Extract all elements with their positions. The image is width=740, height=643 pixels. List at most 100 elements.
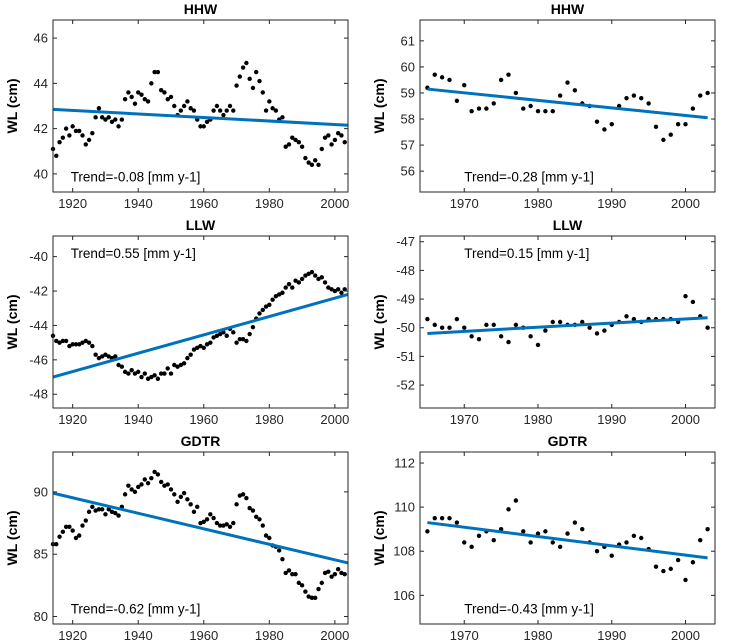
data-point bbox=[675, 557, 681, 563]
data-point bbox=[329, 574, 334, 579]
data-point bbox=[263, 304, 269, 309]
data-point bbox=[293, 137, 298, 143]
trend-annotation: Trend=-0.43 [mm y-1] bbox=[464, 602, 594, 617]
data-point bbox=[319, 580, 324, 586]
x-tick-label: 1970 bbox=[450, 628, 479, 643]
data-point bbox=[136, 90, 141, 95]
data-point bbox=[162, 90, 167, 95]
y-tick-label: 57 bbox=[401, 138, 415, 153]
data-point bbox=[313, 158, 318, 163]
x-tick-label: 1960 bbox=[189, 628, 218, 643]
y-tick-label: -42 bbox=[29, 284, 48, 299]
data-point bbox=[208, 512, 213, 517]
data-point bbox=[319, 146, 324, 152]
data-point bbox=[319, 275, 324, 280]
data-point bbox=[313, 595, 318, 601]
data-point bbox=[469, 544, 474, 550]
data-point bbox=[454, 98, 460, 103]
y-tick-label: 46 bbox=[34, 31, 48, 46]
data-point bbox=[528, 540, 533, 545]
data-point bbox=[283, 285, 288, 290]
data-point bbox=[280, 556, 285, 562]
data-point bbox=[60, 338, 66, 344]
data-point bbox=[165, 366, 170, 371]
trend-line bbox=[427, 316, 708, 335]
data-point bbox=[313, 273, 318, 278]
data-point bbox=[158, 87, 164, 93]
data-point bbox=[103, 117, 108, 122]
data-point bbox=[646, 101, 651, 106]
y-tick-label: -46 bbox=[29, 352, 48, 367]
data-point bbox=[175, 499, 180, 505]
data-point bbox=[462, 82, 467, 88]
x-tick-label: 1920 bbox=[58, 628, 87, 643]
data-point bbox=[572, 520, 578, 525]
x-tick-label: 1920 bbox=[58, 196, 87, 211]
data-point bbox=[513, 322, 519, 328]
data-point bbox=[543, 328, 548, 333]
data-point bbox=[439, 75, 445, 80]
data-point bbox=[580, 319, 585, 325]
y-tick-label: 108 bbox=[393, 544, 415, 559]
data-point bbox=[116, 124, 121, 129]
data-point bbox=[329, 142, 334, 147]
data-point bbox=[276, 292, 282, 297]
data-point bbox=[267, 302, 272, 307]
x-tick-label: 2000 bbox=[320, 628, 349, 643]
data-point bbox=[290, 571, 295, 577]
data-point bbox=[565, 80, 570, 85]
data-point bbox=[506, 339, 511, 345]
data-point bbox=[168, 94, 174, 100]
trend-line bbox=[427, 521, 708, 560]
data-point bbox=[462, 540, 467, 545]
y-tick-label: -47 bbox=[396, 234, 415, 249]
data-point bbox=[425, 316, 430, 322]
data-point bbox=[335, 287, 341, 292]
data-point bbox=[339, 133, 344, 138]
trend-line bbox=[52, 491, 349, 565]
y-tick-label: -40 bbox=[29, 249, 48, 264]
y-tick-label: 42 bbox=[34, 121, 48, 136]
data-point bbox=[668, 566, 673, 572]
data-point bbox=[198, 124, 203, 129]
data-point bbox=[126, 90, 131, 95]
y-tick-label: -48 bbox=[396, 263, 415, 278]
x-tick-label: 1980 bbox=[524, 628, 553, 643]
data-point bbox=[432, 322, 437, 328]
data-point bbox=[624, 314, 629, 319]
data-point bbox=[54, 153, 59, 158]
data-point bbox=[439, 325, 445, 330]
data-point bbox=[224, 108, 229, 113]
data-point bbox=[283, 144, 288, 149]
x-tick-label: 1990 bbox=[597, 196, 626, 211]
data-point bbox=[191, 509, 197, 515]
data-point bbox=[155, 69, 161, 75]
data-point bbox=[609, 553, 614, 558]
data-point bbox=[491, 538, 496, 543]
data-point bbox=[705, 325, 710, 330]
data-point bbox=[113, 510, 118, 516]
data-point bbox=[178, 494, 184, 500]
data-point bbox=[181, 103, 187, 109]
data-point bbox=[624, 95, 629, 101]
data-point bbox=[303, 155, 308, 161]
data-point bbox=[132, 371, 138, 376]
data-point bbox=[149, 475, 154, 481]
data-point bbox=[260, 523, 265, 528]
x-tick-label: 1940 bbox=[124, 628, 153, 643]
data-point bbox=[447, 77, 452, 83]
y-tick-label: 90 bbox=[34, 484, 48, 499]
data-point bbox=[550, 319, 555, 325]
data-point bbox=[145, 376, 151, 381]
data-point bbox=[653, 564, 659, 569]
y-tick-label: 85 bbox=[34, 547, 48, 562]
data-point bbox=[67, 524, 72, 529]
y-tick-label: 44 bbox=[34, 76, 48, 91]
x-tick-label: 1940 bbox=[124, 412, 153, 427]
data-point bbox=[240, 65, 246, 70]
data-point bbox=[211, 335, 216, 340]
data-point bbox=[476, 533, 482, 538]
data-point bbox=[668, 132, 673, 137]
data-point bbox=[263, 108, 269, 113]
data-point bbox=[594, 331, 600, 336]
